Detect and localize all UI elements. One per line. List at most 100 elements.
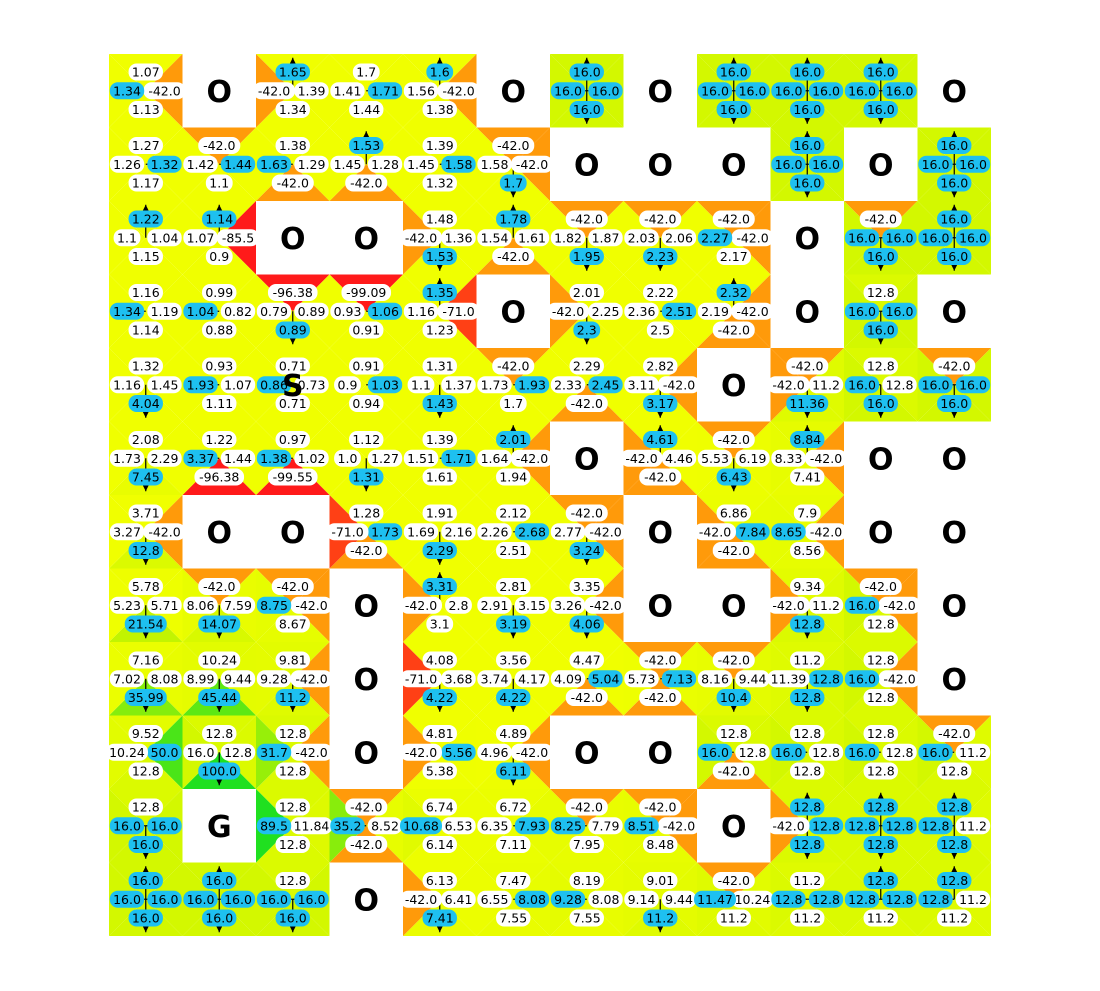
arrow-head-down [362, 484, 370, 492]
obstacle-cell [256, 495, 330, 569]
q-value-down: 1.34 [279, 102, 307, 117]
best-q-badge [109, 817, 145, 835]
best-q-badge [275, 321, 310, 339]
q-value-left: 7.02 [113, 671, 141, 686]
q-value-right: 1.44 [224, 451, 252, 466]
q-value-down: 16.0 [867, 396, 895, 411]
q-value-left: -42.0 [625, 451, 657, 466]
q-badge [496, 725, 531, 742]
q-value-up: -42.0 [350, 800, 382, 815]
q-badge [422, 101, 457, 118]
q-value-down: 1.23 [426, 323, 454, 338]
q-value-right: 12.8 [812, 818, 840, 833]
q-value-right: 1.45 [151, 377, 179, 392]
obstacle-label: O [574, 736, 600, 771]
q-value-up: 2.01 [499, 432, 527, 447]
q-value-up: 12.8 [132, 800, 160, 815]
q-value-left: 2.03 [628, 230, 656, 245]
obstacle-label: O [868, 148, 894, 183]
best-q-badge [128, 210, 163, 228]
q-badge [569, 836, 604, 853]
q-value-down: 16.0 [573, 102, 601, 117]
arrow-head-down [950, 263, 958, 271]
q-badge [716, 248, 751, 265]
q-value-left: -42.0 [405, 892, 437, 907]
arrow-head-down [656, 925, 664, 933]
q-value-up: 16.0 [720, 65, 748, 80]
best-q-badge [844, 229, 880, 247]
q-value-left: 1.34 [113, 304, 141, 319]
q-badge [790, 762, 825, 780]
best-q-badge [367, 82, 403, 100]
q-badge [639, 468, 682, 486]
q-badge [588, 890, 623, 908]
q-value-right: 1.19 [151, 304, 179, 319]
q-badge [933, 725, 976, 742]
q-value-down: 16.0 [132, 837, 160, 852]
q-badge [128, 762, 163, 780]
best-q-badge [863, 101, 898, 118]
q-value-up: 2.32 [720, 285, 748, 300]
q-value-left: 12.8 [775, 892, 803, 907]
q-value-down: 11.2 [867, 911, 895, 926]
q-value-right: 2.06 [665, 230, 693, 245]
goal-label: G [207, 810, 232, 845]
q-value-left: 4.09 [554, 671, 582, 686]
q-value-down: 11.2 [940, 911, 968, 926]
q-value-left: 16.0 [922, 157, 950, 172]
q-value-down: 21.54 [128, 617, 164, 632]
q-value-up: -42.0 [497, 138, 529, 153]
q-badge [694, 523, 736, 541]
q-value-up: 2.01 [573, 285, 601, 300]
q-badge [661, 449, 697, 467]
arrow-head-down [436, 557, 444, 565]
best-q-badge [422, 689, 457, 706]
q-badge [128, 651, 163, 669]
q-value-right: 12.8 [224, 745, 252, 760]
q-value-down: 11.36 [789, 396, 825, 411]
q-value-up: -42.0 [644, 653, 676, 668]
q-value-right: -42.0 [663, 818, 695, 833]
q-badge [514, 670, 550, 688]
q-value-left: 16.0 [848, 745, 876, 760]
q-badge [275, 101, 310, 118]
q-value-up: -42.0 [791, 359, 823, 374]
obstacle-cell [623, 127, 697, 201]
q-value-right: 16.0 [812, 157, 840, 172]
q-badge [790, 468, 825, 486]
q-value-up: 5.78 [132, 579, 160, 594]
q-value-down: 7.55 [573, 911, 601, 926]
q-badge [639, 651, 682, 669]
best-q-badge [863, 872, 898, 889]
q-value-up: 2.12 [499, 506, 527, 521]
best-q-badge [955, 229, 991, 247]
obstacle-label: O [500, 75, 526, 110]
q-badge [441, 817, 476, 835]
q-value-up: 6.72 [499, 800, 527, 815]
q-value-down: 12.8 [867, 837, 895, 852]
q-value-left: 1.1 [411, 377, 431, 392]
q-value-right: 1.07 [224, 377, 252, 392]
q-badge [624, 376, 659, 394]
obstacle-label: O [353, 663, 379, 698]
q-value-down: 0.94 [352, 396, 380, 411]
q-value-down: 2.3 [577, 323, 597, 338]
arrow-head-down [877, 337, 885, 345]
q-badge [477, 155, 512, 173]
q-badge [422, 504, 457, 522]
q-badge [205, 248, 233, 265]
arrow-head-down [583, 116, 591, 124]
q-value-right: 1.36 [445, 230, 473, 245]
arrow-head-up [877, 57, 885, 65]
best-q-badge [937, 395, 972, 412]
q-badge [955, 743, 991, 761]
q-value-down: 3.1 [430, 617, 450, 632]
best-q-badge [147, 817, 182, 835]
q-value-down: 1.14 [132, 323, 160, 338]
q-badge [403, 302, 439, 320]
q-badge [584, 596, 627, 614]
q-badge [275, 137, 310, 154]
best-q-badge [569, 542, 604, 559]
q-value-down: 16.0 [867, 323, 895, 338]
q-badge [790, 872, 825, 889]
